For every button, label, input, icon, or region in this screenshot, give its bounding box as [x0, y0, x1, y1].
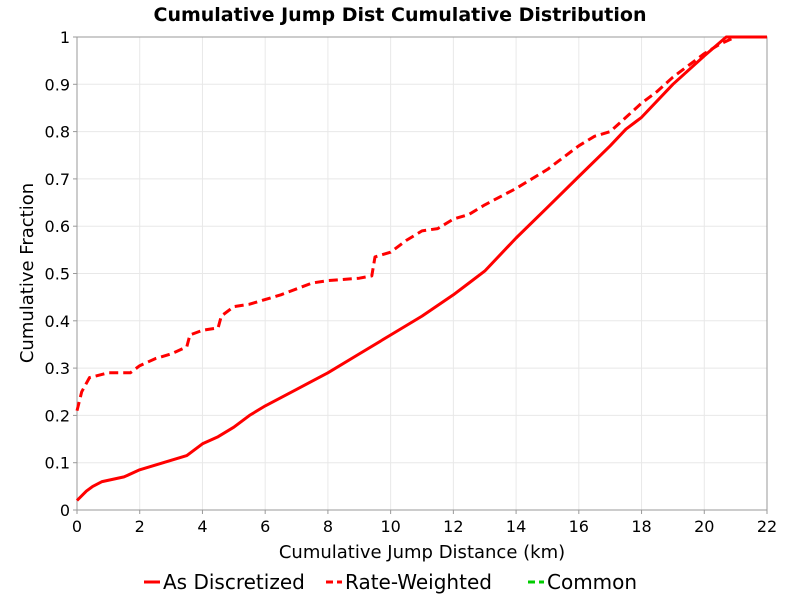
x-tick-label: 22	[757, 517, 777, 536]
x-tick-label: 8	[323, 517, 333, 536]
y-axis-label: Cumulative Fraction	[17, 183, 38, 363]
x-tick-label: 14	[506, 517, 526, 536]
y-tick-label: 0	[60, 501, 70, 520]
y-tick-label: 0.7	[45, 170, 70, 189]
y-tick-label: 0.3	[45, 359, 70, 378]
legend-label: As Discretized	[163, 570, 305, 594]
legend-label: Common	[547, 570, 637, 594]
y-tick-label: 0.9	[45, 75, 70, 94]
y-tick-label: 1	[60, 28, 70, 47]
y-tick-label: 0.1	[45, 454, 70, 473]
legend: As Discretized Rate-Weighted Common	[144, 570, 637, 594]
y-tick-label: 0.4	[45, 312, 70, 331]
chart-title: Cumulative Jump Dist Cumulative Distribu…	[154, 4, 647, 26]
grid	[76, 36, 768, 511]
y-axis-ticks: 0 0.1 0.2 0.3 0.4 0.5 0.6 0.7 0.8 0.9 1	[45, 28, 77, 520]
x-tick-label: 20	[694, 517, 714, 536]
y-tick-label: 0.2	[45, 406, 70, 425]
x-tick-label: 10	[380, 517, 400, 536]
series-layer	[75, 35, 767, 502]
series-line-as-discretized	[75, 35, 767, 502]
x-axis-ticks: 0 2 4 6 8 10 12 14 16 18 20 22	[72, 510, 777, 536]
y-tick-label: 0.6	[45, 217, 70, 236]
x-axis-label: Cumulative Jump Distance (km)	[279, 542, 565, 563]
x-tick-label: 6	[260, 517, 270, 536]
x-tick-label: 12	[443, 517, 463, 536]
series-line-rate-weighted	[75, 35, 767, 412]
x-tick-label: 0	[72, 517, 82, 536]
x-tick-label: 2	[135, 517, 145, 536]
x-tick-label: 4	[197, 517, 207, 536]
y-tick-label: 0.5	[45, 265, 70, 284]
y-tick-label: 0.8	[45, 123, 70, 142]
legend-label: Rate-Weighted	[345, 570, 492, 594]
x-tick-label: 16	[569, 517, 589, 536]
x-tick-label: 18	[631, 517, 651, 536]
